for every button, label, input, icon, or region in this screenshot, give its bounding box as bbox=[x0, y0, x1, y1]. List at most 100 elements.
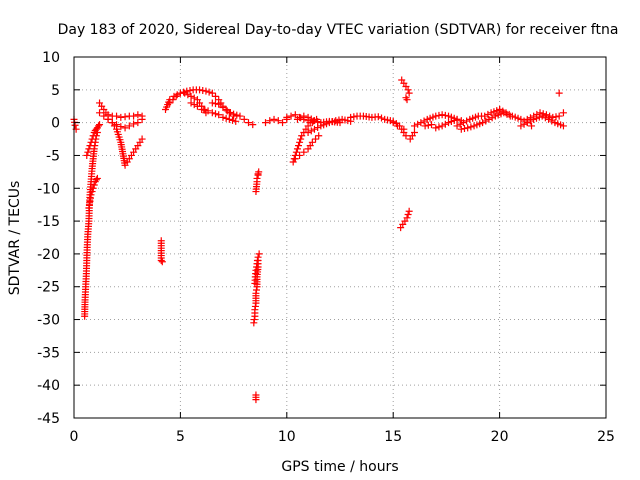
data-point bbox=[307, 115, 315, 123]
series-isolated-8.5h-high bbox=[252, 168, 263, 196]
data-point bbox=[374, 113, 382, 121]
series-isolated-22.8h bbox=[555, 89, 563, 97]
data-point bbox=[417, 119, 425, 127]
data-point bbox=[297, 135, 305, 143]
series-arc-20.0-21.5h bbox=[496, 106, 536, 130]
data-point bbox=[158, 258, 166, 266]
data-point bbox=[520, 120, 528, 128]
data-point bbox=[226, 108, 234, 116]
data-point bbox=[187, 92, 195, 100]
series-arc-16.5-18.2h bbox=[421, 115, 465, 132]
data-point bbox=[287, 112, 295, 120]
data-point bbox=[87, 191, 95, 199]
data-point bbox=[539, 110, 547, 118]
data-point bbox=[166, 99, 174, 107]
x-tick-label: 25 bbox=[597, 429, 615, 445]
data-point bbox=[233, 111, 241, 119]
data-point bbox=[499, 107, 507, 115]
data-point bbox=[215, 100, 223, 108]
data-point bbox=[548, 117, 556, 125]
data-point bbox=[138, 115, 146, 123]
y-axis-label: SDTVAR / TECUs bbox=[7, 181, 23, 296]
data-point bbox=[545, 115, 553, 123]
y-tick-label: 0 bbox=[51, 116, 60, 132]
data-point bbox=[173, 91, 181, 99]
data-point bbox=[300, 112, 308, 120]
series-arc-1.6-3.2h-lower bbox=[104, 115, 146, 169]
y-tick-label: -15 bbox=[37, 214, 60, 230]
data-point bbox=[530, 112, 538, 120]
y-tick-label: -45 bbox=[37, 411, 60, 427]
data-point bbox=[254, 253, 262, 261]
data-point bbox=[104, 115, 112, 123]
data-point bbox=[208, 109, 216, 117]
y-tick-label: -30 bbox=[37, 313, 60, 329]
data-point bbox=[89, 184, 97, 192]
data-point bbox=[325, 119, 333, 127]
data-point bbox=[223, 107, 231, 115]
data-point bbox=[96, 109, 104, 117]
data-points bbox=[70, 76, 567, 404]
data-point bbox=[208, 89, 216, 97]
data-point bbox=[481, 112, 489, 120]
data-point bbox=[457, 125, 465, 133]
data-point bbox=[283, 113, 291, 121]
data-point bbox=[304, 128, 312, 136]
data-point bbox=[266, 117, 274, 125]
data-point bbox=[310, 117, 318, 125]
series-arc-11.0-13.0h bbox=[304, 115, 355, 136]
data-point bbox=[208, 99, 216, 107]
data-point bbox=[536, 109, 544, 117]
series-arc-6.5-8.4h bbox=[208, 99, 257, 129]
data-point bbox=[198, 106, 206, 114]
data-point bbox=[405, 207, 413, 215]
data-point bbox=[279, 119, 287, 127]
data-point bbox=[496, 106, 504, 114]
data-point bbox=[180, 88, 188, 96]
data-point bbox=[134, 119, 142, 127]
data-point bbox=[88, 188, 96, 196]
data-point bbox=[244, 119, 252, 127]
data-point bbox=[517, 115, 525, 123]
data-point bbox=[329, 118, 337, 126]
data-point bbox=[541, 114, 549, 122]
data-point bbox=[410, 122, 418, 130]
data-point bbox=[555, 89, 563, 97]
chart-title: Day 183 of 2020, Sidereal Day-to-day VTE… bbox=[58, 22, 619, 38]
y-tick-label: -40 bbox=[37, 378, 60, 394]
data-point bbox=[205, 88, 213, 96]
series-arc-15.3-15.9h-low bbox=[397, 207, 413, 232]
data-point bbox=[230, 110, 238, 118]
x-tick-label: 5 bbox=[176, 429, 185, 445]
series-isolated-8.55h-bottom bbox=[252, 391, 260, 404]
data-point bbox=[212, 100, 220, 108]
data-point bbox=[312, 135, 320, 143]
y-tick-label: -10 bbox=[37, 181, 60, 197]
y-tick-label: -20 bbox=[37, 247, 60, 263]
data-point bbox=[249, 121, 257, 129]
data-point bbox=[270, 115, 278, 123]
series-arc-10.4-11.5h-mid bbox=[291, 132, 323, 163]
data-point bbox=[196, 86, 204, 94]
data-point bbox=[389, 119, 397, 127]
data-point bbox=[252, 396, 260, 404]
data-point bbox=[453, 122, 461, 130]
data-point bbox=[555, 112, 563, 120]
data-point bbox=[438, 122, 446, 130]
series-arc-18.2-20.5h bbox=[457, 109, 514, 133]
data-point bbox=[404, 211, 412, 219]
series-arc-0.6-1.2h bbox=[83, 121, 104, 159]
data-point bbox=[314, 124, 322, 132]
y-tick-label: 5 bbox=[51, 83, 60, 99]
data-point bbox=[232, 117, 240, 125]
data-point bbox=[117, 123, 125, 131]
data-point bbox=[549, 113, 557, 121]
series-arc-1.2-3.2h-upper bbox=[96, 99, 146, 121]
data-point bbox=[253, 256, 261, 264]
data-point bbox=[307, 127, 315, 135]
data-point bbox=[402, 132, 410, 140]
data-point bbox=[332, 117, 340, 125]
data-point bbox=[306, 119, 314, 127]
y-tick-label: -5 bbox=[46, 148, 60, 164]
